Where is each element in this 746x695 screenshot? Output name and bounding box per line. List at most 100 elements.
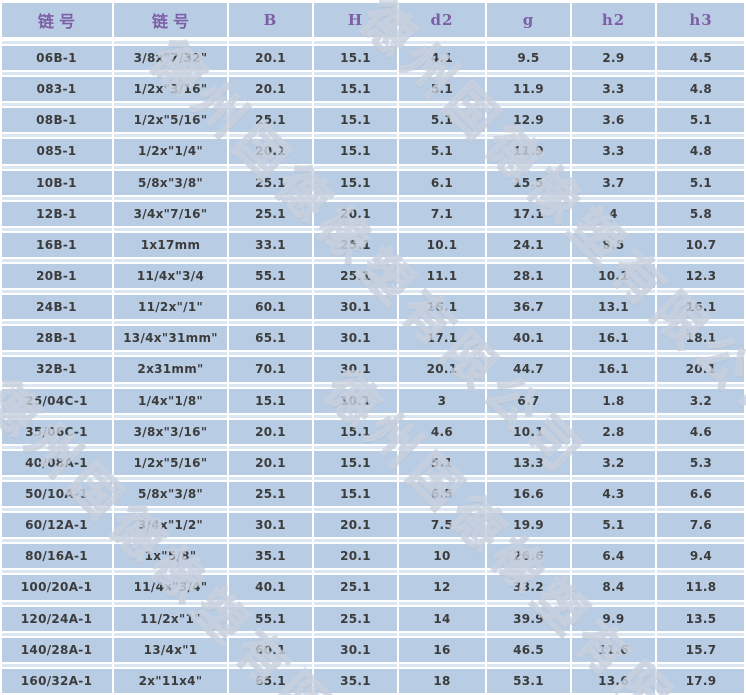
value-cell: 36.7 [513, 300, 544, 315]
chain-no-cell: 16B-1 [36, 237, 77, 252]
table-body: 06B-1 3/8x"7/32" 20.1 15.1 4.1 9.5 2.9 4.5 083-1… [0, 39, 746, 693]
table-row-group: 08B-1 1/2x"5/16" 25.1 15.1 5.1 12.9 3.6 5.1 [0, 101, 746, 133]
value-cell: 18 [433, 673, 451, 688]
value-cell: 3.2 [602, 455, 625, 470]
value-cell: 15.1 [340, 487, 371, 502]
value-cell: 4.5 [689, 51, 713, 66]
value-cell: 15.7 [685, 642, 717, 657]
row-separator [0, 39, 746, 46]
row-separator [0, 70, 746, 78]
table-row-group: 160/32A-1 2x"11x4" 65.1 35.1 18 53.1 13.6 17.9 [0, 661, 746, 693]
value-cell: 13/4x"1 [143, 642, 198, 657]
chain-no-cell: 140/28A-1 [20, 642, 93, 657]
row-separator [0, 443, 746, 451]
row-separator [0, 381, 746, 389]
value-cell: 12.3 [685, 269, 717, 284]
value-cell: 3/8x"3/16" [133, 424, 208, 439]
table-row-group: 085-1 1/2x"1/4" 20.1 15.1 5.1 11.9 3.3 4.8 [0, 132, 746, 164]
value-cell: 15.1 [340, 82, 371, 97]
chain-no-cell: 80/16A-1 [25, 549, 88, 564]
value-cell: 4.3 [602, 487, 625, 502]
value-cell: 17.1 [513, 206, 544, 221]
value-cell: 5/8x"3/8" [137, 175, 204, 190]
value-cell: 5.3 [689, 455, 713, 470]
table-row-group: 10B-1 5/8x"3/8" 25.1 15.1 6.1 15.5 3.7 5.1 [0, 163, 746, 195]
value-cell: 65.1 [255, 331, 286, 346]
chain-no-cell: 120/24A-1 [20, 611, 93, 626]
gridline-vertical [570, 0, 572, 695]
value-cell: 10.1 [598, 269, 629, 284]
chain-no-cell: 10B-1 [36, 175, 77, 190]
value-cell: 8.5 [602, 237, 625, 252]
table-row: 60/12A-1 3/4x"1/2" 30.1 20.1 7.5 19.9 5.1 7.6 [0, 513, 746, 538]
value-cell: 15.1 [340, 455, 371, 470]
gridline-vertical [312, 0, 314, 695]
value-cell: 39.9 [513, 611, 544, 626]
value-cell: 46.5 [513, 642, 544, 657]
row-separator [0, 630, 746, 638]
value-cell: 2.8 [602, 424, 625, 439]
value-cell: 20.1 [255, 455, 286, 470]
value-cell: 20.1 [255, 51, 286, 66]
value-cell: 40.1 [255, 580, 286, 595]
value-cell: 6.4 [602, 549, 625, 564]
value-cell: 30.1 [340, 642, 371, 657]
value-cell: 2x31mm" [137, 362, 204, 377]
value-cell: 5.1 [430, 113, 454, 128]
value-cell: 18.1 [685, 331, 717, 346]
gridline-vertical [485, 0, 487, 695]
table-row: 06B-1 3/8x"7/32" 20.1 15.1 4.1 9.5 2.9 4.5 [0, 46, 746, 71]
table-row-group: 06B-1 3/8x"7/32" 20.1 15.1 4.1 9.5 2.9 4.5 [0, 39, 746, 71]
value-cell: 16 [433, 642, 451, 657]
value-cell: 20.1 [255, 424, 286, 439]
value-cell: 11.1 [426, 269, 458, 284]
table-row-group: 140/28A-1 13/4x"1 60.1 30.1 16 46.5 11.6 15.7 [0, 630, 746, 662]
table-row: 08B-1 1/2x"5/16" 25.1 15.1 5.1 12.9 3.6 5.1 [0, 108, 746, 133]
table-row: 80/16A-1 1x"5/8" 35.1 20.1 10 26.6 6.4 9.4 [0, 544, 746, 569]
value-cell: 4.1 [430, 51, 454, 66]
value-cell: 25.1 [255, 206, 286, 221]
value-cell: 33.1 [255, 237, 286, 252]
row-separator [0, 474, 746, 482]
value-cell: 33.2 [513, 580, 544, 595]
value-cell: 28.1 [513, 269, 544, 284]
value-cell: 14 [433, 611, 451, 626]
value-cell: 1.8 [602, 393, 625, 408]
gridline-vertical [0, 0, 2, 695]
value-cell: 6.6 [689, 487, 713, 502]
row-separator [0, 194, 746, 202]
chain-no-cell: 085-1 [36, 144, 77, 159]
header-col-d2: d2 [430, 11, 454, 29]
value-cell: 3.2 [689, 393, 713, 408]
value-cell: 3.3 [602, 144, 625, 159]
header-chain-no-1: 链号 [37, 12, 80, 31]
value-cell: 26.6 [513, 549, 544, 564]
value-cell: 17.9 [685, 673, 717, 688]
table-row-group: 32B-1 2x31mm" 70.1 30.1 20.1 44.7 16.1 20.1 [0, 350, 746, 382]
value-cell: 11/4x"3/4 [136, 269, 205, 284]
value-cell: 6.1 [430, 175, 454, 190]
value-cell: 20.1 [685, 362, 717, 377]
value-cell: 4.6 [430, 424, 454, 439]
value-cell: 11/2x"/1" [137, 300, 204, 315]
value-cell: 60.1 [255, 300, 286, 315]
value-cell: 5.1 [602, 518, 625, 533]
header-col-h: H [347, 11, 364, 29]
value-cell: 17.1 [426, 331, 458, 346]
table-row: 120/24A-1 11/2x"1" 55.1 25.1 14 39.9 9.9 13.5 [0, 606, 746, 631]
value-cell: 12.9 [513, 113, 544, 128]
value-cell: 25.1 [255, 113, 286, 128]
value-cell: 10.1 [513, 424, 544, 439]
table-row-group: 60/12A-1 3/4x"1/2" 30.1 20.1 7.5 19.9 5.1 7.6 [0, 506, 746, 538]
value-cell: 55.1 [255, 269, 286, 284]
header-chain-no-2: 链号 [151, 12, 194, 31]
value-cell: 3.6 [602, 113, 625, 128]
value-cell: 5.1 [689, 175, 713, 190]
table-row-group: 40/08A-1 1/2x"5/16" 20.1 15.1 5.1 13.3 3.2 5.3 [0, 443, 746, 475]
value-cell: 44.7 [513, 362, 544, 377]
table-row-group: 80/16A-1 1x"5/8" 35.1 20.1 10 26.6 6.4 9.4 [0, 537, 746, 569]
value-cell: 35.1 [340, 673, 371, 688]
chain-no-cell: 100/20A-1 [20, 580, 93, 595]
table-row-group: 100/20A-1 11/4x"3/4" 40.1 25.1 12 33.2 8.4 11.8 [0, 568, 746, 600]
